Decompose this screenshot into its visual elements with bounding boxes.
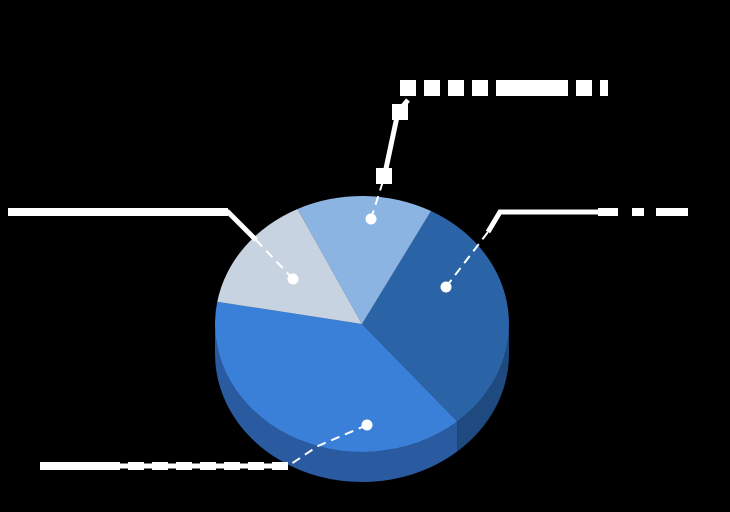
leader-line-dashed-1 — [445, 231, 489, 288]
data-label-1-block-3 — [656, 208, 688, 216]
data-label-4-block-5 — [496, 80, 568, 96]
data-label-2-block-1 — [40, 462, 120, 470]
data-label-2-block-3 — [152, 462, 168, 470]
data-label-4-block-8 — [392, 104, 408, 120]
pie-slice-side-1 — [457, 324, 509, 452]
data-label-2-block-7 — [248, 462, 264, 470]
data-label-2-block-5 — [200, 462, 216, 470]
pie-top-layer — [215, 196, 510, 453]
data-label-4-block-1 — [400, 80, 416, 96]
leader-line-3 — [8, 209, 258, 242]
pie-side-layer — [215, 324, 509, 482]
leader-line-dashed-2 — [287, 424, 368, 467]
data-label-2-block-8 — [272, 462, 288, 470]
data-label-4-block-3 — [448, 80, 464, 96]
data-label-2-block-2 — [128, 462, 144, 470]
pie-slice-2 — [215, 301, 458, 453]
data-point-marker-4 — [365, 213, 377, 225]
data-label-1-block-2 — [632, 208, 644, 216]
pie-slice-4 — [297, 196, 432, 324]
data-point-marker-3 — [287, 273, 299, 285]
data-label-4-block-6 — [576, 80, 592, 96]
data-label-2-block-6 — [224, 462, 240, 470]
data-label-layer — [8, 80, 688, 470]
data-label-3-block-1 — [8, 208, 228, 216]
pie-slice-1 — [362, 210, 510, 422]
data-point-marker-1 — [440, 281, 452, 293]
data-label-2-block-4 — [176, 462, 192, 470]
data-label-4-block-7 — [600, 80, 608, 96]
leader-line-dashed-3 — [255, 239, 294, 280]
data-label-4-block-4 — [472, 80, 488, 96]
leader-line-1 — [485, 209, 598, 234]
data-label-4-block-2 — [424, 80, 440, 96]
data-label-1-block-1 — [598, 208, 618, 216]
leader-line-dashed-4 — [370, 177, 385, 220]
data-label-4-block-9 — [376, 168, 392, 184]
pie-slice-side-2 — [215, 324, 458, 482]
data-point-marker-2 — [361, 419, 373, 431]
